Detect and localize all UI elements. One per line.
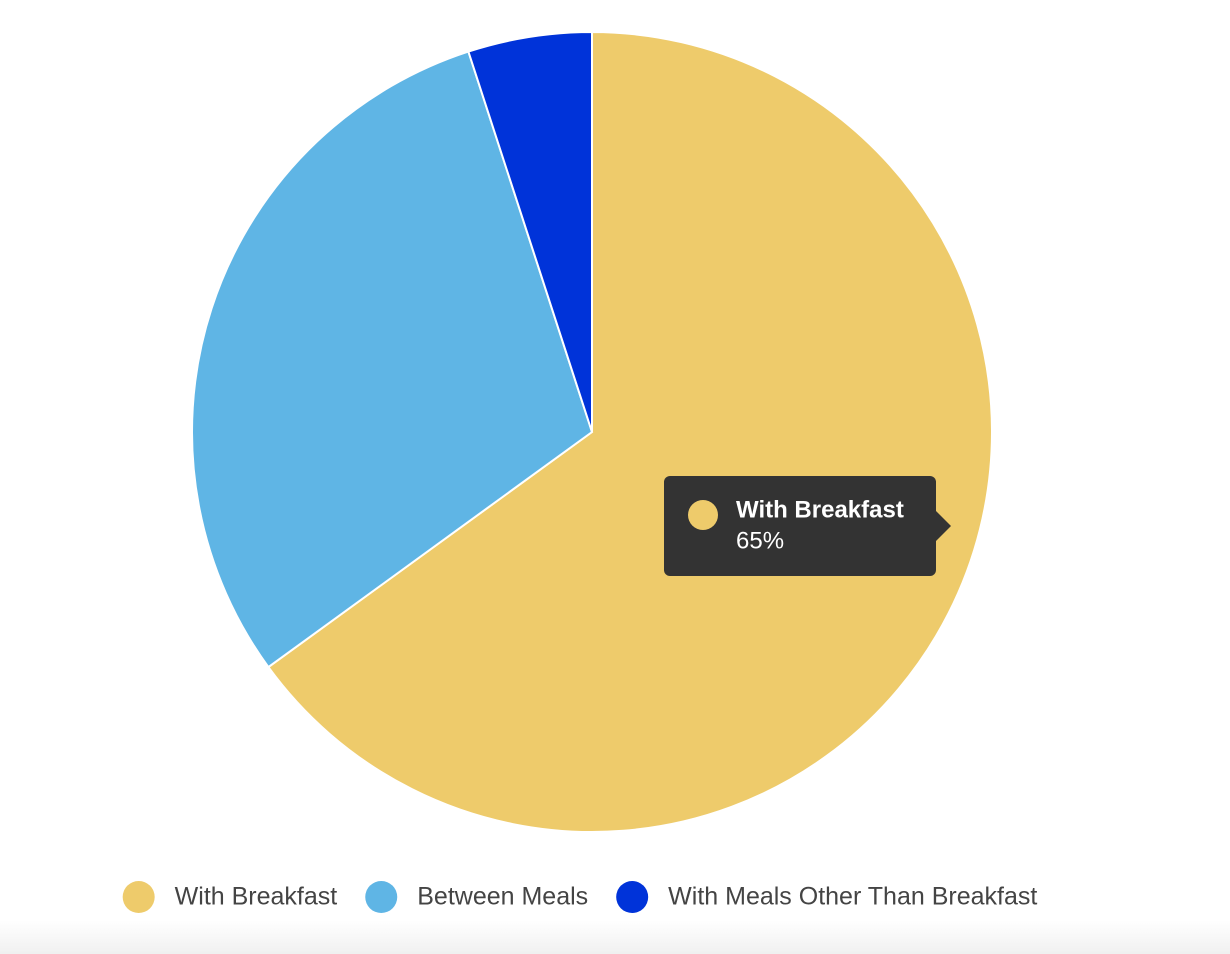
pie-slice bbox=[266, 30, 993, 833]
tooltip-category: With Breakfast bbox=[736, 496, 904, 523]
legend-swatch bbox=[616, 881, 649, 913]
legend-label: Between Meals bbox=[417, 883, 588, 911]
tooltip-pointer bbox=[936, 511, 951, 541]
tooltip-value: 65% bbox=[736, 527, 784, 554]
tooltip-swatch bbox=[688, 500, 718, 530]
legend-swatch bbox=[365, 881, 398, 913]
tooltip: With Breakfast 65% bbox=[664, 476, 951, 576]
footer-shade bbox=[0, 920, 1230, 954]
tooltip-box bbox=[664, 476, 936, 576]
legend-swatch bbox=[122, 881, 155, 913]
legend-label: With Breakfast bbox=[175, 883, 338, 911]
pie-slice bbox=[191, 50, 594, 669]
pie bbox=[191, 30, 993, 833]
legend-label: With Meals Other Than Breakfast bbox=[668, 883, 1037, 911]
pie-slice bbox=[467, 30, 593, 433]
legend: With Breakfast Between Meals With Meals Ot… bbox=[122, 881, 1037, 913]
